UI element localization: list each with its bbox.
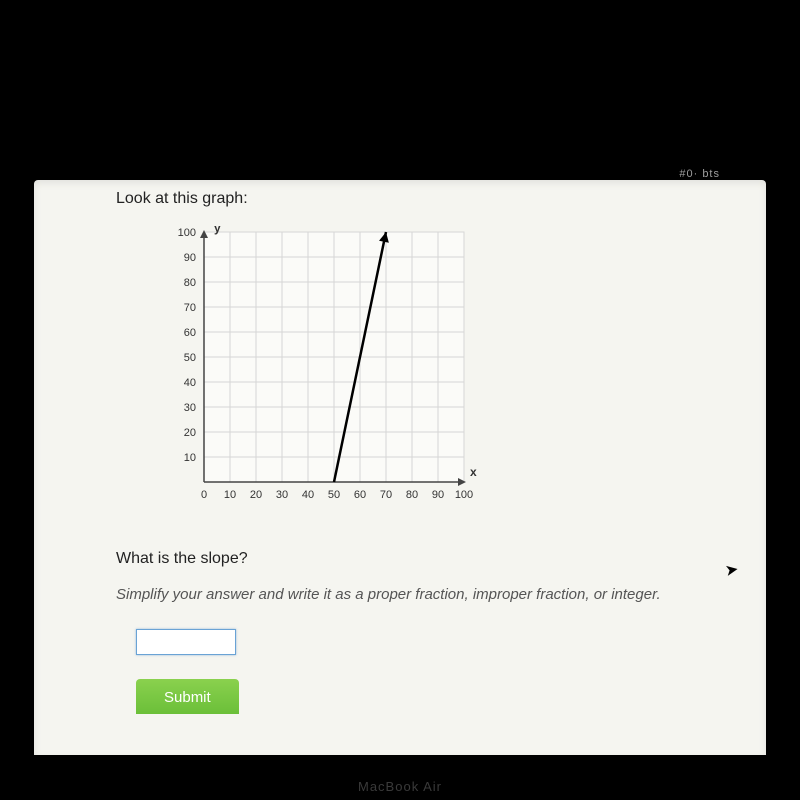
svg-text:90: 90	[432, 489, 444, 501]
submit-button[interactable]: Submit	[136, 679, 239, 714]
svg-text:10: 10	[184, 452, 196, 464]
prompt-text: Look at this graph:	[116, 190, 738, 208]
svg-text:60: 60	[184, 327, 196, 339]
svg-text:30: 30	[184, 402, 196, 414]
svg-text:80: 80	[406, 489, 418, 501]
hint-text: Simplify your answer and write it as a p…	[116, 586, 738, 603]
svg-text:50: 50	[328, 489, 340, 501]
question-panel: Look at this graph: 10203040506070809010…	[34, 180, 766, 755]
svg-text:50: 50	[184, 352, 196, 364]
svg-text:90: 90	[184, 252, 196, 264]
svg-text:80: 80	[184, 277, 196, 289]
svg-text:x: x	[470, 465, 477, 479]
device-label: MacBook Air	[0, 779, 800, 794]
svg-text:100: 100	[178, 227, 196, 239]
mouse-cursor: ➤	[723, 559, 740, 581]
svg-text:100: 100	[455, 489, 473, 501]
svg-text:40: 40	[302, 489, 314, 501]
svg-text:70: 70	[184, 302, 196, 314]
svg-text:20: 20	[184, 427, 196, 439]
svg-text:70: 70	[380, 489, 392, 501]
svg-text:30: 30	[276, 489, 288, 501]
svg-text:60: 60	[354, 489, 366, 501]
svg-text:10: 10	[224, 489, 236, 501]
header-smudge: #0· bts	[679, 168, 720, 180]
slope-chart: 10 20 30 40 50 60 70 80 90 100 0 10 20 30 40 50 60 70 80 90…	[156, 226, 506, 516]
chart-svg: 10 20 30 40 50 60 70 80 90 100 0 10 20 30 40 50 60 70 80 90…	[156, 226, 506, 516]
photo-frame: #0· bts Look at this graph: 10 20 30 40 50 60…	[0, 0, 800, 800]
svg-text:20: 20	[250, 489, 262, 501]
answer-input[interactable]	[136, 629, 236, 655]
question-text: What is the slope?	[116, 550, 738, 568]
svg-text:0: 0	[201, 489, 207, 501]
svg-text:40: 40	[184, 377, 196, 389]
svg-text:y: y	[214, 226, 221, 235]
